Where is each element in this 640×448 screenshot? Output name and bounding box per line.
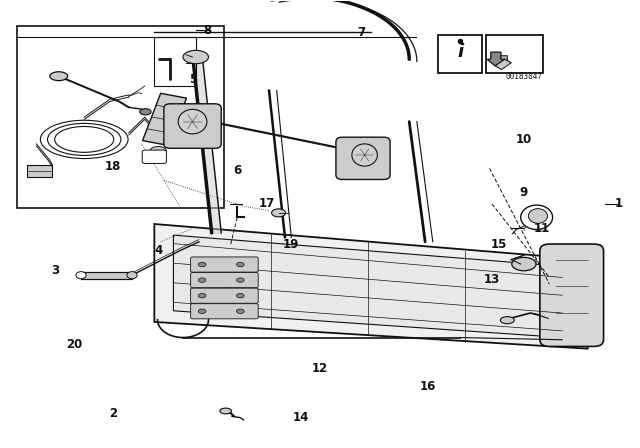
- FancyBboxPatch shape: [191, 257, 258, 272]
- Text: 10: 10: [516, 133, 532, 146]
- Ellipse shape: [352, 144, 378, 166]
- Ellipse shape: [529, 209, 547, 224]
- Ellipse shape: [237, 262, 244, 267]
- Text: 6: 6: [233, 164, 241, 177]
- Polygon shape: [173, 235, 562, 337]
- Text: 9: 9: [520, 186, 528, 199]
- Text: 3: 3: [51, 264, 60, 277]
- Polygon shape: [154, 224, 588, 349]
- Ellipse shape: [198, 262, 206, 267]
- Text: 12: 12: [312, 362, 328, 375]
- Text: 1: 1: [614, 198, 623, 211]
- Text: 8: 8: [204, 24, 212, 37]
- Ellipse shape: [237, 309, 244, 314]
- Polygon shape: [487, 52, 505, 66]
- Bar: [154, 37, 196, 86]
- FancyBboxPatch shape: [191, 272, 258, 288]
- Text: 17: 17: [259, 198, 275, 211]
- Ellipse shape: [50, 72, 68, 81]
- FancyBboxPatch shape: [142, 150, 166, 164]
- Text: 18: 18: [105, 159, 121, 172]
- Ellipse shape: [178, 109, 207, 134]
- Text: 7: 7: [357, 26, 365, 39]
- Text: 13: 13: [484, 273, 500, 286]
- Text: 20: 20: [67, 338, 83, 351]
- Ellipse shape: [76, 271, 86, 279]
- Polygon shape: [501, 56, 511, 63]
- Ellipse shape: [271, 209, 285, 217]
- Polygon shape: [495, 59, 511, 69]
- Polygon shape: [143, 93, 186, 146]
- Ellipse shape: [183, 50, 209, 64]
- Ellipse shape: [198, 278, 206, 282]
- Ellipse shape: [198, 309, 206, 314]
- Text: i: i: [457, 43, 463, 61]
- Ellipse shape: [521, 205, 552, 229]
- Ellipse shape: [140, 109, 151, 115]
- Ellipse shape: [500, 317, 515, 324]
- Ellipse shape: [220, 408, 232, 414]
- Text: 00183847: 00183847: [506, 72, 543, 81]
- Bar: [81, 271, 132, 279]
- FancyBboxPatch shape: [540, 244, 604, 346]
- FancyBboxPatch shape: [191, 288, 258, 303]
- Text: 2: 2: [109, 407, 117, 420]
- Text: 16: 16: [420, 380, 436, 393]
- Ellipse shape: [237, 293, 244, 298]
- Ellipse shape: [237, 278, 244, 282]
- Ellipse shape: [127, 271, 137, 279]
- Text: 14: 14: [292, 411, 309, 424]
- Bar: [27, 165, 52, 177]
- FancyBboxPatch shape: [191, 304, 258, 319]
- Ellipse shape: [148, 125, 166, 136]
- Text: 11: 11: [534, 222, 550, 235]
- Bar: [486, 35, 543, 73]
- Ellipse shape: [512, 258, 536, 271]
- FancyBboxPatch shape: [336, 137, 390, 180]
- Ellipse shape: [150, 146, 166, 155]
- Text: 4: 4: [154, 244, 163, 257]
- Text: 5: 5: [189, 73, 198, 86]
- Text: 19: 19: [283, 237, 300, 250]
- Bar: [438, 35, 483, 73]
- Ellipse shape: [198, 293, 206, 298]
- Text: 15: 15: [490, 237, 507, 250]
- FancyBboxPatch shape: [164, 104, 221, 148]
- Bar: [17, 26, 225, 208]
